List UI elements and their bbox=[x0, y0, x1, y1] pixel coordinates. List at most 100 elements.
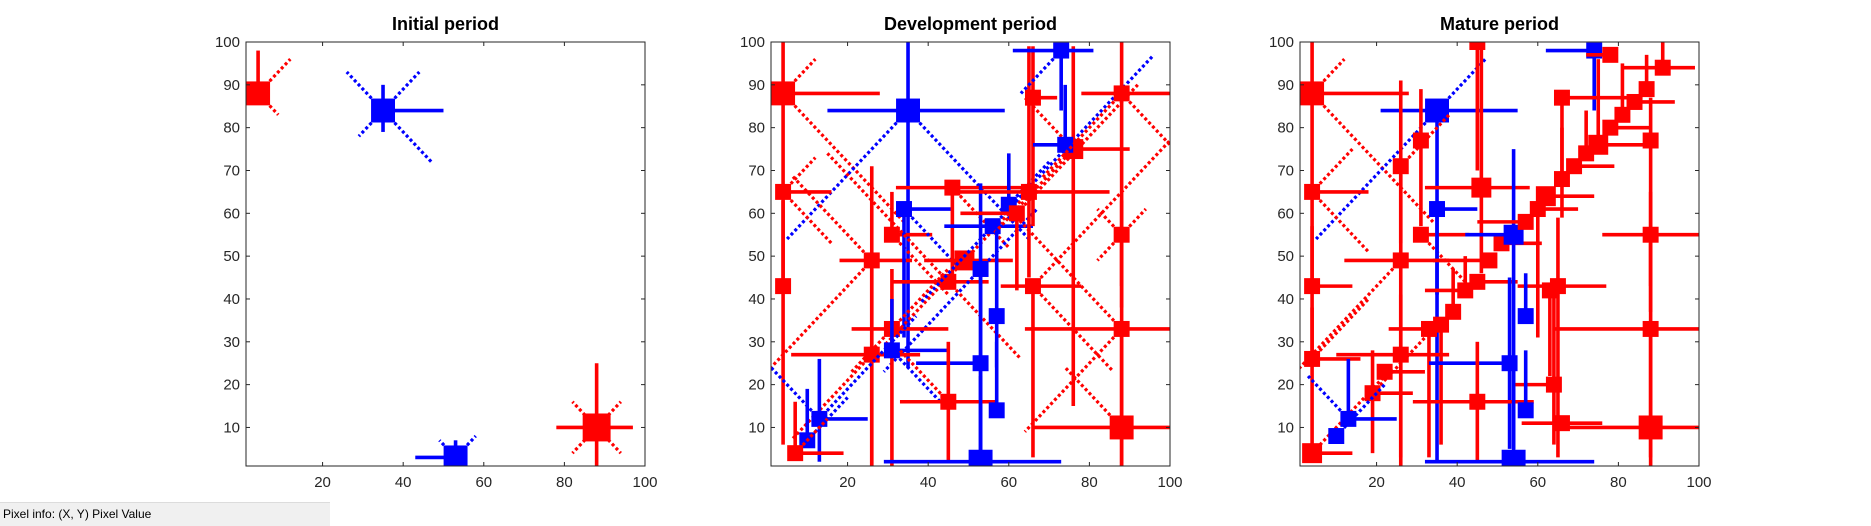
x-tick-label: 60 bbox=[475, 474, 492, 490]
y-tick-label: 20 bbox=[223, 377, 240, 394]
agent-blue-12 bbox=[1429, 201, 1446, 218]
agent-red-44 bbox=[1638, 415, 1663, 440]
agent-ray-se bbox=[781, 92, 906, 223]
agent-red-35 bbox=[787, 445, 804, 462]
agent-ray-ne bbox=[454, 434, 477, 459]
agent-red-10 bbox=[940, 273, 957, 290]
agent-ray-nw bbox=[771, 365, 821, 420]
agent-red-23 bbox=[1113, 320, 1130, 337]
agent-blue-3 bbox=[443, 445, 468, 466]
panel-title: Initial period bbox=[392, 14, 499, 34]
agent-ray-sw bbox=[918, 225, 994, 305]
y-tick-label: 50 bbox=[748, 248, 765, 265]
agent-red-40 bbox=[1642, 226, 1659, 243]
y-tick-label: 50 bbox=[223, 248, 240, 265]
axes-box bbox=[770, 41, 1171, 467]
agent-ray-se bbox=[1120, 92, 1170, 146]
agent-red-9 bbox=[1392, 158, 1409, 175]
agent-red-33 bbox=[1638, 81, 1655, 98]
agent-red-4 bbox=[775, 278, 792, 295]
agent-ray-se bbox=[890, 349, 942, 403]
agent-red-1 bbox=[246, 81, 271, 106]
agent-blue-52 bbox=[1340, 410, 1357, 427]
agent-red-38 bbox=[1469, 42, 1486, 50]
agent-red-4 bbox=[1304, 278, 1321, 295]
y-tick-label: 80 bbox=[223, 120, 240, 137]
agent-red-24 bbox=[1109, 415, 1134, 440]
agent-red-25 bbox=[1535, 186, 1556, 207]
agent-ray-se bbox=[256, 92, 280, 116]
y-tick-label: 80 bbox=[748, 120, 765, 137]
y-tick-label: 50 bbox=[1277, 248, 1294, 265]
x-tick-label: 100 bbox=[632, 474, 657, 490]
agent-blue-2 bbox=[896, 98, 921, 123]
agent-red-49 bbox=[1469, 393, 1486, 410]
axes-box bbox=[245, 41, 646, 467]
x-tick-label: 80 bbox=[1610, 474, 1627, 490]
panel-2: 20 40 60 80 100 10 20 30 40 50 60 70 80 90 100 Developm… bbox=[740, 14, 1183, 490]
agent-blue-2 bbox=[1425, 98, 1450, 123]
agent-red-15 bbox=[1420, 320, 1437, 337]
agent-blue-7 bbox=[896, 201, 912, 218]
agent-layer bbox=[1300, 42, 1699, 466]
agent-red-4 bbox=[582, 413, 611, 442]
agent-blue-53 bbox=[1328, 428, 1345, 445]
agent-red-8 bbox=[1392, 252, 1409, 269]
agent-red-1 bbox=[1300, 81, 1325, 106]
agent-red-7 bbox=[1364, 385, 1381, 402]
x-tick-label: 40 bbox=[395, 474, 412, 490]
agent-blue-48 bbox=[1501, 355, 1518, 372]
x-tick-label: 20 bbox=[839, 474, 856, 490]
x-tick-label: 20 bbox=[1368, 474, 1385, 490]
y-tick-label: 70 bbox=[748, 162, 765, 179]
y-tick-label: 90 bbox=[748, 77, 765, 94]
agent-blue-31 bbox=[988, 402, 1005, 419]
y-tick-label: 80 bbox=[1277, 120, 1294, 137]
y-tick-label: 20 bbox=[748, 377, 765, 394]
agent-ray-ne bbox=[1310, 147, 1354, 193]
panel-1: 20 40 60 80 100 10 20 30 40 50 60 70 80 90 100 Initial … bbox=[215, 14, 658, 490]
agent-ray-ne bbox=[818, 315, 918, 420]
agent-red-16 bbox=[1433, 316, 1450, 333]
agent-blue-18 bbox=[1057, 136, 1074, 153]
y-tick-label: 60 bbox=[223, 205, 240, 222]
agent-red-27 bbox=[1566, 158, 1583, 175]
agent-ray-nw bbox=[826, 152, 950, 283]
y-tick-label: 60 bbox=[1277, 205, 1294, 222]
agent-ray-nw bbox=[789, 173, 873, 262]
agent-red-6 bbox=[883, 226, 900, 243]
agent-ray-se bbox=[947, 280, 1023, 361]
agent-red-39 bbox=[1642, 132, 1659, 149]
status-bar: Pixel info: (X, Y) Pixel Value bbox=[0, 502, 330, 526]
panel-title: Mature period bbox=[1440, 14, 1559, 34]
y-tick-label: 100 bbox=[1269, 34, 1294, 51]
agent-red-20 bbox=[1113, 85, 1130, 102]
agent-ray-sw bbox=[1023, 327, 1123, 433]
agent-red-17 bbox=[1445, 303, 1462, 320]
x-tick-label: 100 bbox=[1157, 474, 1182, 490]
y-tick-label: 100 bbox=[215, 34, 240, 51]
agent-ray-sw bbox=[1019, 49, 1063, 95]
agent-blue-29 bbox=[972, 355, 989, 372]
agent-ray-sw bbox=[1039, 92, 1123, 181]
agent-red-30 bbox=[940, 393, 957, 410]
pixel-info-label: Pixel info: (X, Y) Pixel Value bbox=[3, 507, 152, 521]
y-tick-label: 90 bbox=[223, 77, 240, 94]
agent-ray-se bbox=[1310, 92, 1435, 223]
agent-red-22 bbox=[1024, 278, 1041, 295]
agent-ray-se bbox=[906, 109, 1031, 241]
x-tick-label: 20 bbox=[314, 474, 331, 490]
agent-red-3 bbox=[1304, 183, 1321, 200]
agent-ray-nw bbox=[1306, 374, 1350, 420]
agent-red-16 bbox=[1024, 89, 1041, 106]
y-tick-label: 30 bbox=[1277, 334, 1294, 351]
agent-ray-sw bbox=[991, 147, 1075, 236]
agent-red-46 bbox=[1553, 415, 1570, 432]
x-tick-label: 60 bbox=[1000, 474, 1017, 490]
agent-red-10 bbox=[1412, 132, 1429, 149]
figure-canvas: 20 40 60 80 100 10 20 30 40 50 60 70 80 90 100 Initial … bbox=[215, 14, 1712, 490]
y-tick-label: 70 bbox=[223, 162, 240, 179]
agent-blue-50 bbox=[1517, 402, 1534, 419]
agent-layer bbox=[771, 42, 1170, 466]
x-tick-label: 100 bbox=[1686, 474, 1711, 490]
